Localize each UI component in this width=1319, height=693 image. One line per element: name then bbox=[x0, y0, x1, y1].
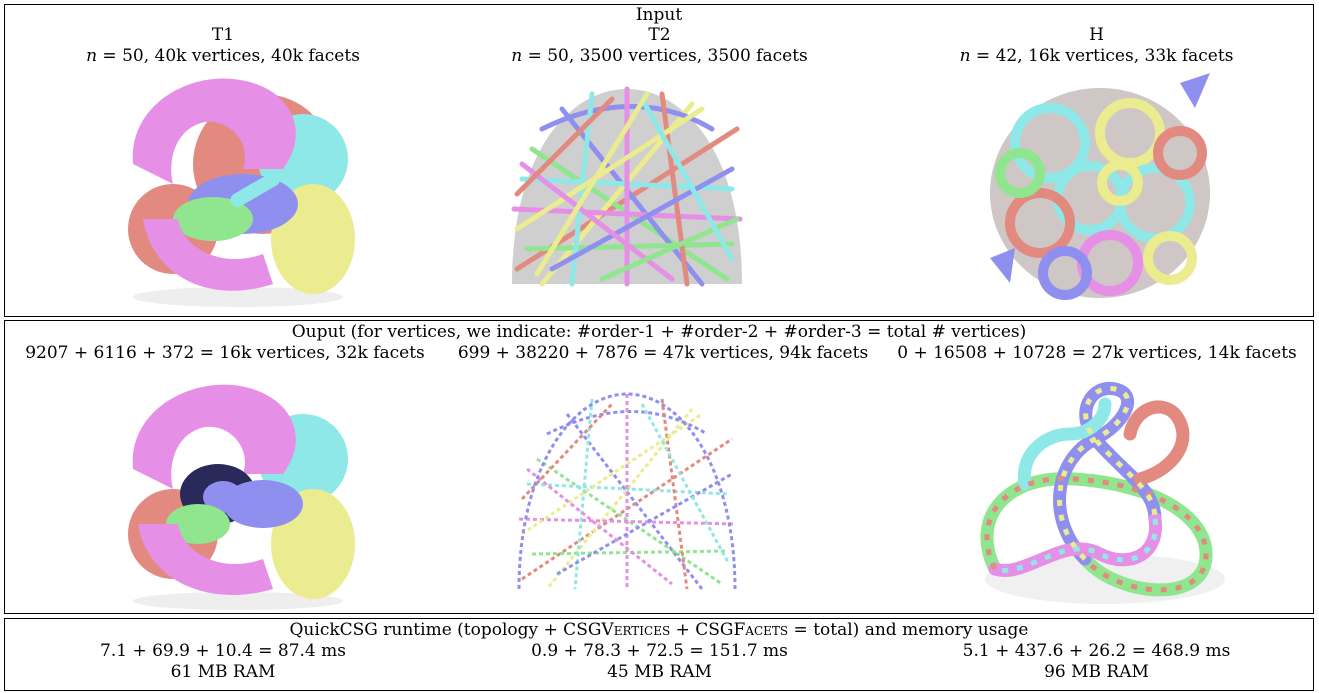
t1-input-render bbox=[128, 78, 355, 307]
model-stats: n = 50, 40k vertices, 40k facets bbox=[86, 46, 360, 66]
runtime-panel: QuickCSG runtime (topology + CSGVertices… bbox=[4, 618, 1314, 691]
output-stats-t2: 699 + 38220 + 7876 = 47k vertices, 94k f… bbox=[457, 343, 869, 363]
runtime-t1: 7.1 + 69.9 + 10.4 = 87.4 ms 61 MB RAM bbox=[5, 641, 441, 683]
model-name: T1 bbox=[211, 25, 235, 45]
runtime-memory: 61 MB RAM bbox=[170, 662, 276, 682]
model-name: T2 bbox=[648, 25, 671, 45]
output-stats-h: 0 + 16508 + 10728 = 27k vertices, 14k fa… bbox=[897, 343, 1297, 363]
runtime-time: 7.1 + 69.9 + 10.4 = 87.4 ms bbox=[100, 641, 346, 661]
t2-input-render bbox=[511, 86, 743, 287]
output-stats-t1: 9207 + 6116 + 372 = 16k vertices, 32k fa… bbox=[25, 343, 425, 363]
runtime-time: 0.9 + 78.3 + 72.5 = 151.7 ms bbox=[531, 641, 788, 661]
runtime-title: QuickCSG runtime (topology + CSGVertices… bbox=[289, 620, 1029, 640]
model-h-header: H n = 42, 16k vertices, 33k facets bbox=[878, 25, 1315, 67]
runtime-h: 5.1 + 437.6 + 26.2 = 468.9 ms 96 MB RAM bbox=[878, 641, 1315, 683]
h-output-render bbox=[980, 382, 1225, 604]
output-title: Ouput (for vertices, we indicate: #order… bbox=[291, 322, 1027, 342]
runtime-memory: 45 MB RAM bbox=[607, 662, 712, 682]
input-panel: Input T1 n = 50, 40k vertices, 40k facet… bbox=[4, 4, 1314, 317]
runtime-memory: 96 MB RAM bbox=[1044, 662, 1149, 682]
runtime-time: 5.1 + 437.6 + 26.2 = 468.9 ms bbox=[962, 641, 1231, 661]
model-stats: n = 42, 16k vertices, 33k facets bbox=[959, 46, 1234, 66]
h-input-render bbox=[990, 73, 1210, 300]
t2-output-render bbox=[517, 392, 737, 590]
model-stats: n = 50, 3500 vertices, 3500 facets bbox=[511, 46, 808, 66]
t1-output-render bbox=[128, 384, 355, 610]
model-t2-header: T2 n = 50, 3500 vertices, 3500 facets bbox=[441, 25, 878, 67]
model-name: H bbox=[1089, 25, 1104, 45]
model-t1-header: T1 n = 50, 40k vertices, 40k facets bbox=[5, 25, 441, 67]
input-title: Input bbox=[635, 5, 683, 25]
runtime-t2: 0.9 + 78.3 + 72.5 = 151.7 ms 45 MB RAM bbox=[441, 641, 878, 683]
output-panel: Ouput (for vertices, we indicate: #order… bbox=[4, 320, 1314, 614]
